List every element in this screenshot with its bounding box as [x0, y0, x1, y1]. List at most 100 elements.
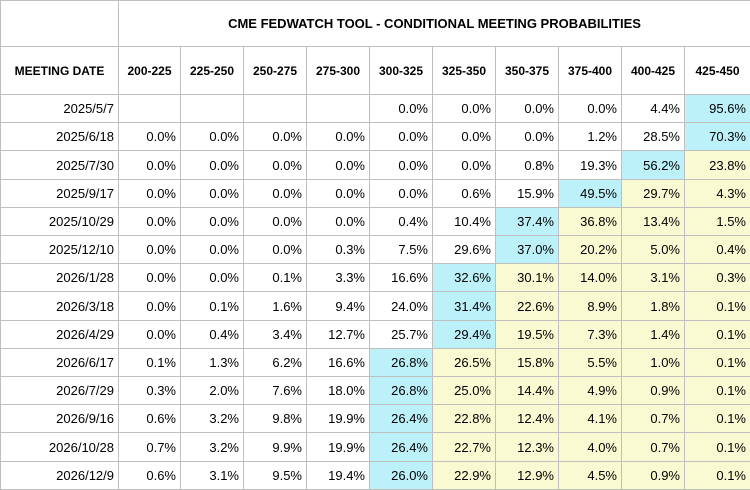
probability-cell: 0.1%: [684, 347, 750, 378]
probability-cell: 26.0%: [369, 460, 433, 490]
probability-cell: 25.0%: [432, 376, 496, 406]
probability-cell: 1.6%: [243, 291, 307, 321]
probability-cell: 2.0%: [180, 376, 244, 406]
rate-range-header: 425-450: [684, 46, 750, 95]
probability-cell: 0.1%: [243, 263, 307, 293]
probability-cell: 16.6%: [306, 347, 370, 378]
meeting-date-cell: 2026/6/17: [0, 347, 119, 378]
probability-cell: 9.4%: [306, 291, 370, 321]
table-row: 2026/7/29 0.3% 2.0% 7.6% 18.0% 26.8% 25.0% 14.4…: [0, 376, 750, 406]
header-row: MEETING DATE 200-225 225-250 250-275 275…: [0, 46, 750, 95]
meeting-date-cell: 2026/1/28: [0, 263, 119, 293]
rate-range-header: 350-375: [495, 46, 559, 95]
probability-cell: 22.8%: [432, 404, 496, 434]
probability-cell: 0.0%: [495, 93, 559, 124]
probability-cell: 26.4%: [369, 404, 433, 434]
probability-cell: 1.2%: [558, 122, 622, 152]
table-row: 2026/4/29 0.0% 0.4% 3.4% 12.7% 25.7% 29.4% 19.5…: [0, 319, 750, 349]
meeting-date-cell: 2025/9/17: [0, 178, 119, 208]
table-row: 2025/9/17 0.0% 0.0% 0.0% 0.0% 0.0% 0.6% 15.9% 49…: [0, 178, 750, 208]
probability-cell: 0.9%: [621, 460, 685, 490]
table-row: 2025/12/10 0.0% 0.0% 0.0% 0.3% 7.5% 29.6% 37.0%…: [0, 235, 750, 265]
probability-cell: 1.4%: [621, 319, 685, 349]
probability-cell: 7.6%: [243, 376, 307, 406]
probability-cell: 0.3%: [684, 263, 750, 293]
probability-cell: 0.0%: [118, 178, 181, 208]
probability-cell: 0.0%: [306, 150, 370, 180]
meeting-date-cell: 2026/9/16: [0, 404, 119, 434]
probability-cell: 3.3%: [306, 263, 370, 293]
probability-cell: 23.8%: [684, 150, 750, 180]
probability-cell: 29.6%: [432, 235, 496, 265]
probability-cell: 36.8%: [558, 206, 622, 237]
probability-cell: 0.0%: [118, 122, 181, 152]
probability-cell: 0.4%: [180, 319, 244, 349]
probability-cell: 19.4%: [306, 460, 370, 490]
probability-cell: [180, 93, 244, 124]
probability-cell: 9.5%: [243, 460, 307, 490]
probability-cell: 1.0%: [621, 347, 685, 378]
probability-cell: 1.3%: [180, 347, 244, 378]
probability-cell: 6.2%: [243, 347, 307, 378]
probability-cell: 95.6%: [684, 93, 750, 124]
probability-cell: 12.4%: [495, 404, 559, 434]
table-row: 2026/1/28 0.0% 0.0% 0.1% 3.3% 16.6% 32.6% 30.1%…: [0, 263, 750, 293]
probability-cell: 26.8%: [369, 347, 433, 378]
probability-cell: 0.0%: [369, 93, 433, 124]
probability-cell: 12.3%: [495, 432, 559, 462]
table-row: 2026/6/17 0.1% 1.3% 6.2% 16.6% 26.8% 26.5% 15.8…: [0, 347, 750, 378]
probability-cell: 37.4%: [495, 206, 559, 237]
meeting-date-cell: 2026/3/18: [0, 291, 119, 321]
probability-cell: 3.2%: [180, 404, 244, 434]
probability-cell: 0.0%: [180, 178, 244, 208]
probability-cell: 4.4%: [621, 93, 685, 124]
table-row: 2025/5/7 0.0% 0.0% 0.0% 0.0% 4.4% 95.6%: [0, 93, 750, 124]
probability-cell: 0.0%: [306, 178, 370, 208]
probability-cell: 4.1%: [558, 404, 622, 434]
rate-range-header: 225-250: [180, 46, 244, 95]
meeting-date-cell: 2025/7/30: [0, 150, 119, 180]
probability-cell: 37.0%: [495, 235, 559, 265]
probability-cell: 0.6%: [118, 404, 181, 434]
probability-cell: 0.0%: [306, 206, 370, 237]
probability-cell: 7.5%: [369, 235, 433, 265]
probability-cell: 0.0%: [369, 150, 433, 180]
probability-cell: 15.8%: [495, 347, 559, 378]
probability-cell: 49.5%: [558, 178, 622, 208]
probability-cell: 29.7%: [621, 178, 685, 208]
meeting-date-cell: 2025/12/10: [0, 235, 119, 265]
probability-cell: 22.7%: [432, 432, 496, 462]
probability-cell: 5.0%: [621, 235, 685, 265]
meeting-date-cell: 2026/12/9: [0, 460, 119, 490]
probability-cell: 0.0%: [306, 122, 370, 152]
probability-cell: 0.0%: [369, 178, 433, 208]
probability-cell: 0.0%: [180, 235, 244, 265]
probability-cell: 0.1%: [684, 376, 750, 406]
probability-cell: 8.9%: [558, 291, 622, 321]
probability-cell: 0.9%: [621, 376, 685, 406]
rate-range-header: 300-325: [369, 46, 433, 95]
probability-cell: 0.0%: [118, 291, 181, 321]
probability-cell: 4.5%: [558, 460, 622, 490]
probability-cell: 0.3%: [306, 235, 370, 265]
probability-cell: 26.4%: [369, 432, 433, 462]
probability-cell: 0.1%: [684, 432, 750, 462]
probability-cell: 32.6%: [432, 263, 496, 293]
probability-cell: 0.0%: [180, 150, 244, 180]
probability-cell: 3.1%: [621, 263, 685, 293]
probability-cell: 3.2%: [180, 432, 244, 462]
meeting-date-cell: 2026/7/29: [0, 376, 119, 406]
probability-cell: 0.0%: [243, 235, 307, 265]
probability-cell: 31.4%: [432, 291, 496, 321]
probability-cell: 0.6%: [432, 178, 496, 208]
meeting-date-cell: 2025/6/18: [0, 122, 119, 152]
probability-cell: 1.5%: [684, 206, 750, 237]
probability-cell: 0.1%: [684, 319, 750, 349]
probability-cell: [243, 93, 307, 124]
probability-cell: 0.4%: [369, 206, 433, 237]
probability-cell: 19.5%: [495, 319, 559, 349]
table-row: 2025/10/29 0.0% 0.0% 0.0% 0.0% 0.4% 10.4% 37.4%…: [0, 206, 750, 237]
probability-cell: 10.4%: [432, 206, 496, 237]
rate-range-header: 275-300: [306, 46, 370, 95]
probability-cell: 0.0%: [180, 122, 244, 152]
